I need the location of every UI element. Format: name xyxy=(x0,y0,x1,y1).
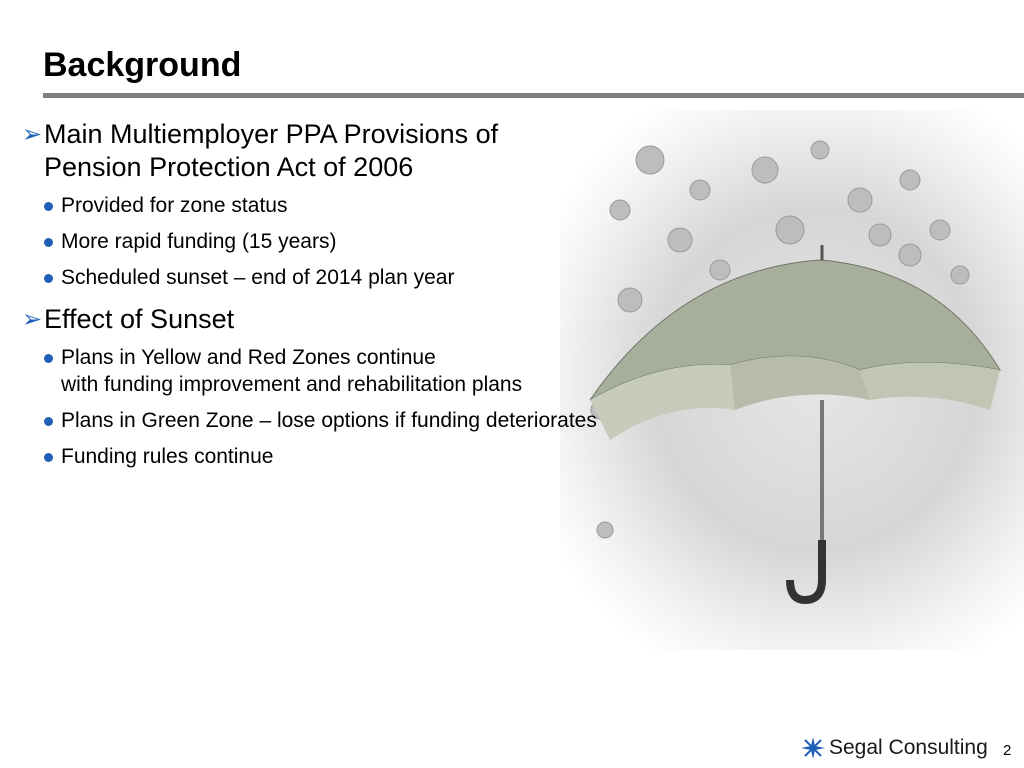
slide-body: ➢ Main Multiemployer PPA Provisions of Pe… xyxy=(22,118,782,479)
bullet-text: More rapid funding (15 years) xyxy=(61,230,337,253)
dot-bullet-icon xyxy=(44,453,53,462)
list-item: Scheduled sunset – end of 2014 plan year xyxy=(40,264,782,291)
slide-title: Background xyxy=(43,46,242,84)
arrow-bullet-icon: ➢ xyxy=(22,306,43,333)
title-divider xyxy=(43,93,1024,98)
dot-bullet-icon xyxy=(44,274,53,283)
umbrella-money-image xyxy=(560,110,1024,650)
bullet-text: Scheduled sunset – end of 2014 plan year xyxy=(61,266,455,289)
list-item: Plans in Yellow and Red Zones continue wi… xyxy=(40,344,782,398)
dot-bullet-icon xyxy=(44,417,53,426)
section-heading: ➢ Main Multiemployer PPA Provisions of Pe… xyxy=(22,118,782,184)
heading-line: Pension Protection Act of 2006 xyxy=(44,152,414,182)
list-item: More rapid funding (15 years) xyxy=(40,228,782,255)
bullet-text: Provided for zone status xyxy=(61,194,288,217)
arrow-bullet-icon: ➢ xyxy=(22,121,43,148)
page-number: 2 xyxy=(1003,742,1012,759)
heading-line: Effect of Sunset xyxy=(44,304,235,334)
star-logo-icon xyxy=(801,737,825,759)
dot-bullet-icon xyxy=(44,238,53,247)
bullet-text: Funding rules continue xyxy=(61,445,274,468)
bullet-text: with funding improvement and rehabilitat… xyxy=(61,373,523,396)
bullet-text: Plans in Yellow and Red Zones continue xyxy=(61,346,436,369)
heading-line: Main Multiemployer PPA Provisions of xyxy=(44,119,499,149)
logo-text: Segal Consulting xyxy=(829,736,988,759)
section-heading: ➢ Effect of Sunset xyxy=(22,303,782,336)
dot-bullet-icon xyxy=(44,354,53,363)
list-item: Funding rules continue xyxy=(40,443,782,470)
bullet-text: Plans in Green Zone – lose options if fu… xyxy=(61,409,597,432)
list-item: Plans in Green Zone – lose options if fu… xyxy=(40,407,782,434)
list-item: Provided for zone status xyxy=(40,192,782,219)
segal-logo: Segal Consulting xyxy=(801,736,988,760)
dot-bullet-icon xyxy=(44,202,53,211)
